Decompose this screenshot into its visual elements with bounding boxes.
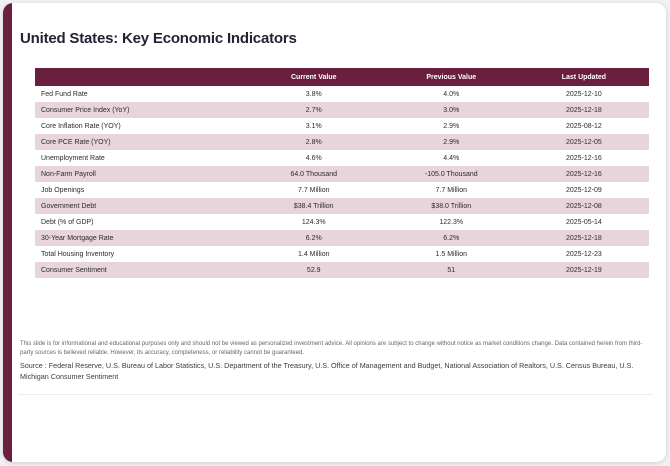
previous-value-cell: 7.7 Million: [435, 186, 468, 194]
last-updated-cell: 2025-12-10: [566, 90, 602, 98]
row-label-cell: Non-Farm Payroll: [41, 170, 96, 178]
row-label-cell: Government Debt: [41, 202, 97, 210]
table-row: Fed Fund Rate 3.8% 4.0% 2025-12-10: [35, 86, 649, 102]
last-updated-cell: 2025-12-18: [566, 106, 602, 114]
row-label-cell: Fed Fund Rate: [41, 90, 88, 98]
previous-value-cell: 3.0%: [443, 106, 460, 114]
current-value-cell: 124.3%: [301, 218, 326, 226]
current-value-cell: 7.7 Million: [297, 186, 330, 194]
previous-value-cell: 2.9%: [443, 122, 460, 130]
previous-value-column-header: Previous Value: [383, 68, 519, 86]
previous-value-cell: 4.0%: [443, 90, 460, 98]
current-value-cell: 1.4 Million: [297, 250, 330, 258]
table-body: Fed Fund Rate 3.8% 4.0% 2025-12-10 Consumer …: [35, 86, 649, 278]
row-label-cell: 30-Year Mortgage Rate: [41, 234, 114, 242]
row-label-cell: Core PCE Rate (YOY): [41, 138, 111, 146]
table-row: Consumer Price Index (YoY) 2.7% 3.0% 2025-1…: [35, 102, 649, 118]
previous-value-cell: 122.3%: [439, 218, 464, 226]
current-value-cell: 3.1%: [305, 122, 322, 130]
last-updated-cell: 2025-12-23: [566, 250, 602, 258]
table-row: Consumer Sentiment 52.9 51 2025-12-19: [35, 262, 649, 278]
table-row: Debt (% of GDP) 124.3% 122.3% 2025-05-14: [35, 214, 649, 230]
current-value-cell: 2.8%: [305, 138, 322, 146]
indicator-column-header: [35, 68, 244, 86]
row-label-cell: Consumer Price Index (YoY): [41, 106, 130, 114]
table-row: Government Debt $38.4 Trillion $38.0 Trill…: [35, 198, 649, 214]
table-row: 30-Year Mortgage Rate 6.2% 6.2% 2025-12-18: [35, 230, 649, 246]
table-row: Core PCE Rate (YOY) 2.8% 2.9% 2025-12-05: [35, 134, 649, 150]
last-updated-cell: 2025-08-12: [566, 122, 602, 130]
row-label-cell: Core Inflation Rate (YOY): [41, 122, 121, 130]
current-value-cell: 3.8%: [305, 90, 322, 98]
last-updated-cell: 2025-12-18: [566, 234, 602, 242]
row-label-cell: Consumer Sentiment: [41, 266, 107, 274]
source-text: Source : Federal Reserve, U.S. Bureau of…: [20, 361, 634, 381]
previous-value-cell: -105.0 Thousand: [424, 170, 478, 178]
row-label-cell: Job Openings: [41, 186, 85, 194]
last-updated-cell: 2025-12-19: [566, 266, 602, 274]
slide-card: United States: Key Economic Indicators C…: [3, 3, 666, 462]
current-value-cell: 52.9: [306, 266, 321, 274]
current-value-cell: $38.4 Trillion: [293, 202, 334, 210]
current-value-cell: 6.2%: [305, 234, 322, 242]
previous-value-cell: 2.9%: [443, 138, 460, 146]
last-updated-cell: 2025-12-05: [566, 138, 602, 146]
table-row: Non-Farm Payroll 64.0 Thousand -105.0 Thou…: [35, 166, 649, 182]
current-value-cell: 2.7%: [305, 106, 322, 114]
table-header-row: Current Value Previous Value Last Update…: [35, 68, 649, 86]
current-value-cell: 4.6%: [305, 154, 322, 162]
page-title: United States: Key Economic Indicators: [20, 30, 297, 47]
row-label-cell: Total Housing Inventory: [41, 250, 115, 258]
row-label-cell: Debt (% of GDP): [41, 218, 94, 226]
current-value-cell: 64.0 Thousand: [290, 170, 338, 178]
table-row: Total Housing Inventory 1.4 Million 1.5 Mi…: [35, 246, 649, 262]
last-updated-cell: 2025-12-08: [566, 202, 602, 210]
last-updated-column-header: Last Updated: [518, 68, 649, 86]
last-updated-cell: 2025-12-16: [566, 170, 602, 178]
previous-value-cell: 4.4%: [443, 154, 460, 162]
table-row: Core Inflation Rate (YOY) 3.1% 2.9% 2025-08…: [35, 118, 649, 134]
footer-divider: [18, 394, 653, 395]
row-label-cell: Unemployment Rate: [41, 154, 105, 162]
previous-value-cell: 51: [447, 266, 456, 274]
previous-value-cell: 1.5 Million: [435, 250, 468, 258]
current-value-column-header: Current Value: [243, 68, 384, 86]
left-accent-bar: [3, 3, 12, 462]
last-updated-cell: 2025-12-16: [566, 154, 602, 162]
indicators-table: Current Value Previous Value Last Update…: [35, 68, 649, 278]
previous-value-cell: 6.2%: [443, 234, 460, 242]
previous-value-cell: $38.0 Trillion: [431, 202, 472, 210]
table-row: Job Openings 7.7 Million 7.7 Million 2025-1…: [35, 182, 649, 198]
footer: This slide is for informational and educ…: [20, 340, 654, 382]
last-updated-cell: 2025-05-14: [566, 218, 602, 226]
table-header: Current Value Previous Value Last Update…: [35, 68, 649, 86]
table-row: Unemployment Rate 4.6% 4.4% 2025-12-16: [35, 150, 649, 166]
disclaimer-text: This slide is for informational and educ…: [20, 341, 643, 356]
last-updated-cell: 2025-12-09: [566, 186, 602, 194]
